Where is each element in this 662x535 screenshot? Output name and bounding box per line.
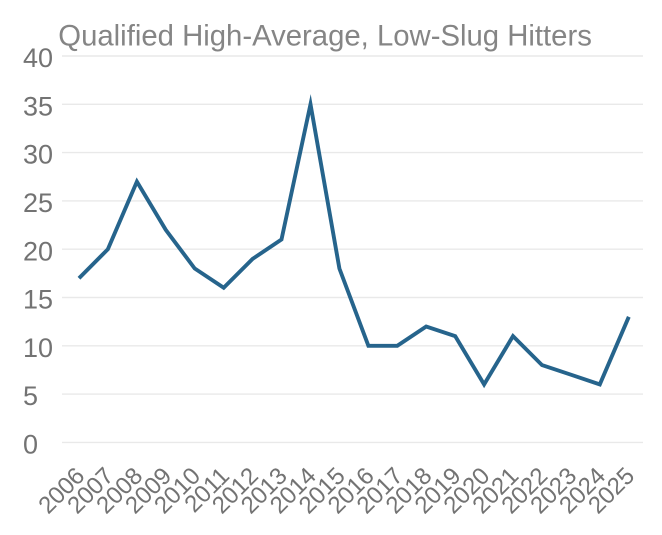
svg-text:0: 0 [23,430,38,460]
svg-text:10: 10 [23,333,53,363]
svg-text:20: 20 [23,236,53,266]
svg-text:5: 5 [23,381,38,411]
svg-text:25: 25 [23,188,53,218]
svg-text:30: 30 [23,140,53,170]
svg-text:15: 15 [23,285,53,315]
svg-text:Qualified High-Average, Low-Sl: Qualified High-Average, Low-Slug Hitters [58,20,592,53]
svg-text:40: 40 [23,43,53,73]
svg-text:35: 35 [23,91,53,121]
